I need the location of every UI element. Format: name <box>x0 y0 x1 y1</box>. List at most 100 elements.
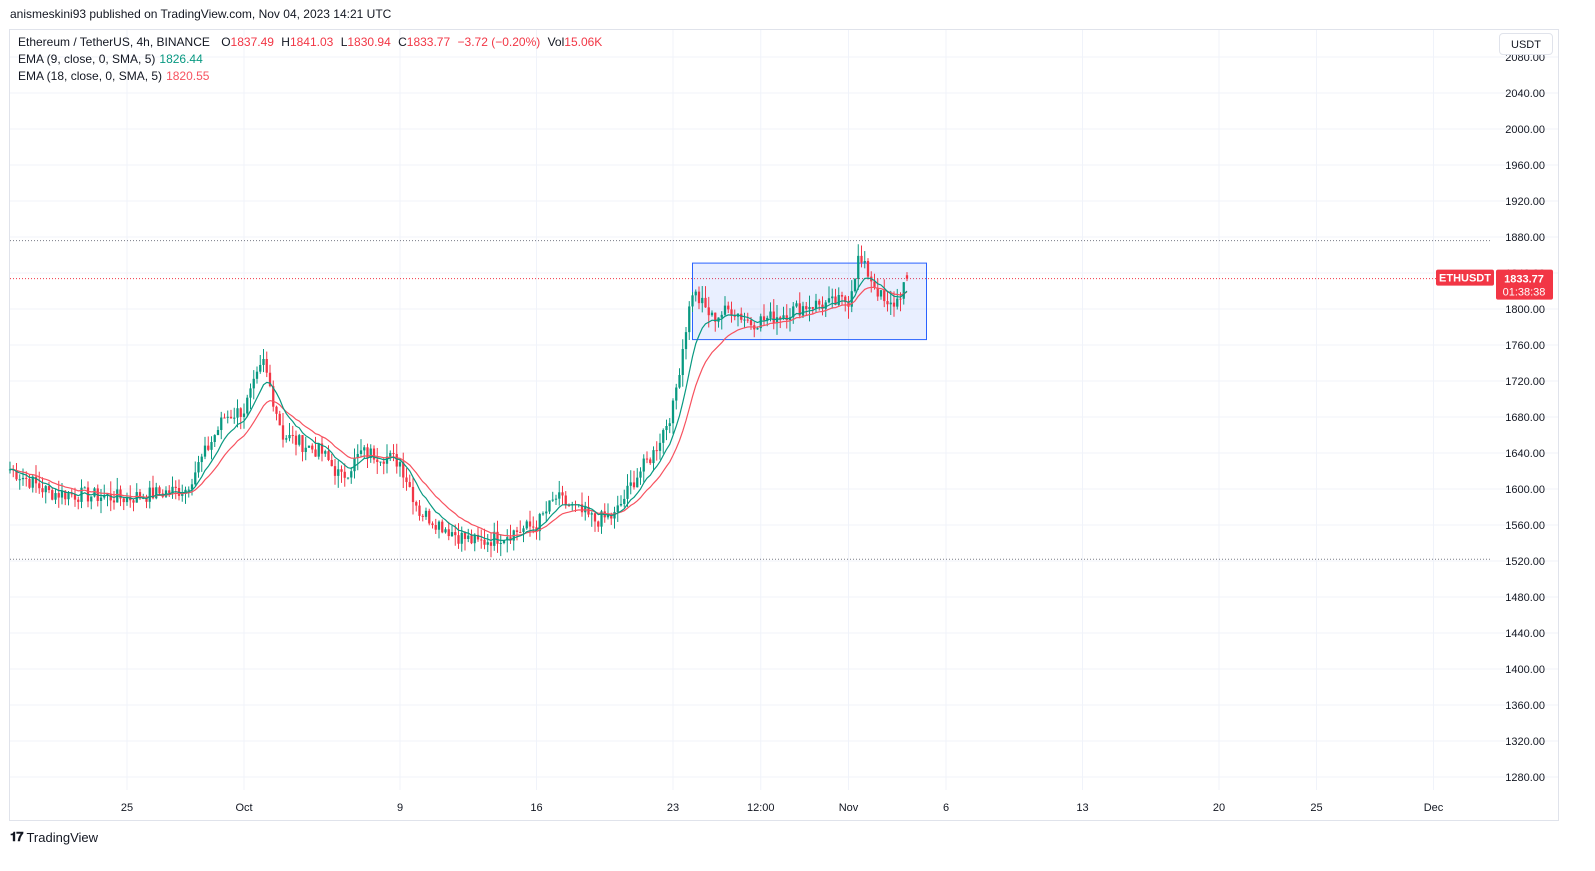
candle-body <box>671 400 675 424</box>
candle-body <box>327 451 330 460</box>
candle-body <box>392 453 395 455</box>
candle-body <box>730 309 733 316</box>
candle-body <box>229 416 233 419</box>
candle-body <box>395 454 398 467</box>
candle-body <box>892 302 896 307</box>
candle-body <box>25 477 28 479</box>
candle-body <box>83 487 86 489</box>
currency-button[interactable]: USDT <box>1499 33 1553 55</box>
x-tick-label: 6 <box>943 802 949 814</box>
candle-body <box>749 320 753 326</box>
candle-body <box>298 435 301 445</box>
candle-body <box>252 378 255 389</box>
candle-body <box>132 500 135 503</box>
candle-body <box>57 493 60 498</box>
ema18-row[interactable]: EMA (18, close, 0, SMA, 5) 1820.55 <box>18 68 602 85</box>
candle-body <box>431 523 434 526</box>
candle-body <box>301 435 304 452</box>
candle-body <box>285 438 288 440</box>
x-tick-label: Nov <box>839 802 859 814</box>
candle-body <box>340 469 343 472</box>
candle-body <box>847 302 850 307</box>
candle-body <box>207 445 210 450</box>
candle-body <box>606 515 610 518</box>
candle-body <box>80 487 83 502</box>
candle-body <box>158 487 161 494</box>
candle-body <box>93 488 96 497</box>
candle-body <box>441 521 444 533</box>
candle-body <box>590 513 593 515</box>
candle-body <box>535 527 538 532</box>
ema18-value: 1820.55 <box>166 69 210 83</box>
candle-body <box>860 255 863 263</box>
candle-body <box>779 317 782 320</box>
x-tick-label: 13 <box>1076 802 1088 814</box>
candle-body <box>194 472 197 485</box>
candle-body <box>288 434 291 439</box>
candle-body <box>551 499 554 501</box>
candle-body <box>151 487 155 499</box>
candle-body <box>684 332 688 350</box>
candle-body <box>808 307 811 310</box>
candle-body <box>538 514 541 532</box>
candle-body <box>122 498 125 503</box>
candle-body <box>593 513 597 522</box>
chart-pane[interactable] <box>9 29 1559 821</box>
tradingview-brand[interactable]: 𝟏𝟕 TradingView <box>10 829 98 845</box>
candle-body <box>756 328 759 330</box>
candle-body <box>314 449 317 457</box>
ema9-row[interactable]: EMA (9, close, 0, SMA, 5) 1826.44 <box>18 51 602 68</box>
candle-body <box>187 489 190 491</box>
symbol-name[interactable]: Ethereum / TetherUS, 4h, BINANCE <box>18 35 210 49</box>
y-tick-label: 2080.00 <box>1505 52 1545 64</box>
ema9-value: 1826.44 <box>159 52 203 66</box>
x-tick-label: 25 <box>1310 802 1322 814</box>
candle-body <box>353 458 356 472</box>
y-tick-label: 1320.00 <box>1505 736 1545 748</box>
ema9-line <box>9 277 908 542</box>
candle-body <box>821 304 824 309</box>
candle-body <box>483 539 486 545</box>
candle-body <box>632 482 636 488</box>
candle-body <box>428 510 431 524</box>
candle-body <box>44 486 47 493</box>
candle-body <box>798 303 801 316</box>
candle-body <box>421 515 424 517</box>
candle-body <box>73 494 77 500</box>
candle-body <box>499 542 502 544</box>
candle-body <box>639 471 642 478</box>
candle-body <box>418 505 421 516</box>
y-tick-label: 1600.00 <box>1505 484 1545 496</box>
candle-body <box>740 313 743 320</box>
candle-body <box>385 456 389 464</box>
candle-body <box>346 477 350 479</box>
chart-legend: Ethereum / TetherUS, 4h, BINANCE O1837.4… <box>18 34 602 85</box>
candle-body <box>668 423 671 426</box>
open-value: 1837.49 <box>230 35 274 49</box>
candle-body <box>112 500 116 503</box>
x-tick-label: 9 <box>397 802 403 814</box>
candle-body <box>636 477 639 488</box>
candle-body <box>291 434 294 436</box>
candle-body <box>70 492 73 495</box>
published-line: anismeskini93 published on TradingView.c… <box>10 7 392 21</box>
candle-body <box>463 532 467 539</box>
candle-body <box>197 462 200 473</box>
candle-body <box>844 296 847 303</box>
candle-body <box>64 490 67 500</box>
candle-body <box>896 298 899 307</box>
y-tick-label: 1400.00 <box>1505 664 1545 676</box>
candle-body <box>181 493 184 496</box>
x-tick-label: 20 <box>1213 802 1225 814</box>
symbol-tag-label: ETHUSDT <box>1439 273 1491 285</box>
candle-body <box>265 358 268 373</box>
candle-body <box>785 315 788 320</box>
y-tick-label: 1720.00 <box>1505 376 1545 388</box>
candle-body <box>330 459 333 467</box>
x-tick-label: 12:00 <box>747 802 775 814</box>
candle-body <box>899 298 902 300</box>
price-tag <box>1496 269 1553 300</box>
candle-body <box>190 484 194 490</box>
candle-body <box>239 408 242 417</box>
